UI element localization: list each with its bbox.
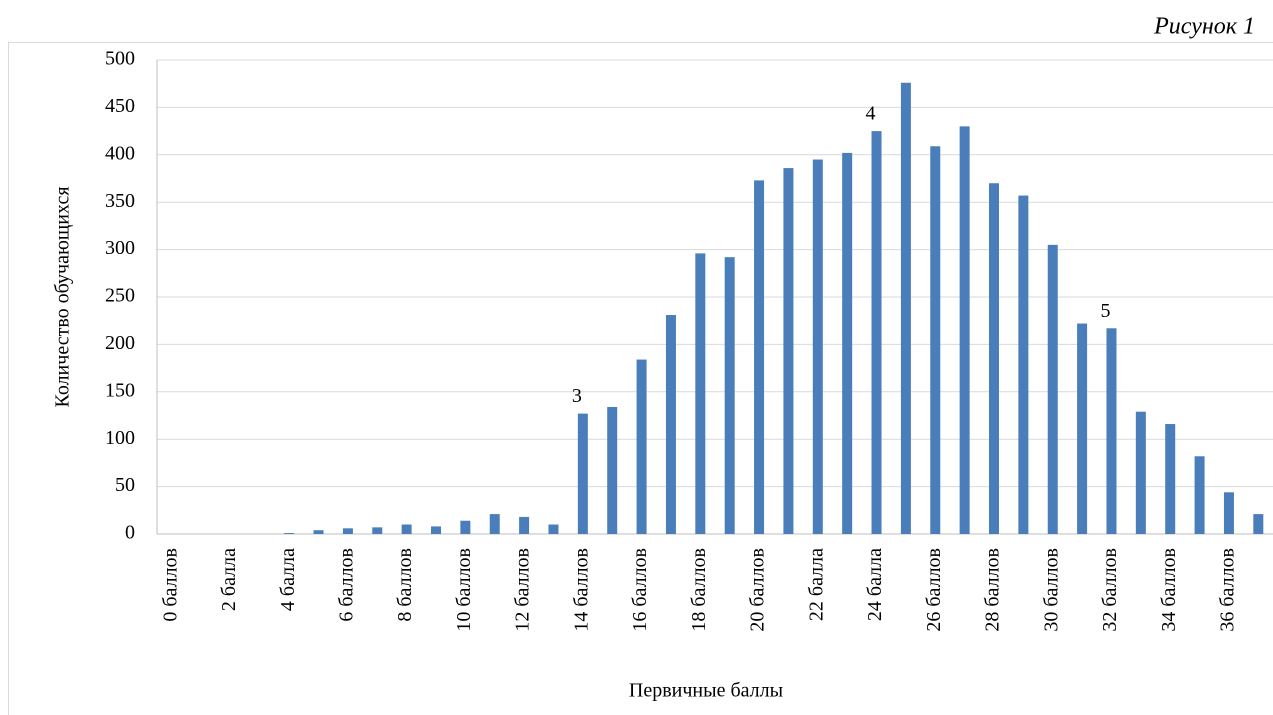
- bar: [577, 413, 588, 534]
- bar: [284, 533, 295, 534]
- bar: [401, 524, 412, 534]
- bar: [695, 253, 706, 534]
- bar: [1165, 424, 1176, 534]
- annotation: 4: [866, 103, 876, 125]
- x-tick-label: 26 баллов: [923, 548, 945, 632]
- bar: [1106, 328, 1117, 534]
- bar: [930, 146, 941, 534]
- bar: [636, 359, 647, 534]
- chart-frame: [8, 42, 1273, 715]
- bar: [959, 126, 970, 535]
- x-tick-label: 22 балла: [805, 548, 827, 621]
- bar: [1018, 195, 1029, 534]
- x-tick-label: 12 баллов: [512, 548, 534, 632]
- y-tick-label: 300: [105, 237, 135, 259]
- x-tick-label: 6 баллов: [335, 548, 357, 622]
- bar: [900, 82, 911, 534]
- x-tick-label: 8 баллов: [394, 548, 416, 622]
- x-tick-label: 24 балла: [864, 548, 886, 621]
- x-axis-label: Первичные баллы: [629, 680, 783, 702]
- y-tick-label: 50: [115, 474, 135, 496]
- bar: [989, 183, 999, 535]
- y-tick-label: 400: [105, 142, 135, 164]
- bar: [812, 159, 823, 535]
- bar: [1194, 456, 1205, 534]
- x-tick-label: 18 баллов: [688, 548, 710, 632]
- bar: [754, 180, 765, 534]
- bar: [607, 406, 618, 534]
- y-tick-label: 100: [105, 427, 135, 449]
- bar: [724, 257, 735, 534]
- y-tick-label: 500: [105, 48, 135, 70]
- bar: [842, 152, 853, 535]
- y-tick-label: 250: [105, 285, 135, 307]
- bar: [1077, 323, 1088, 534]
- bar: [460, 520, 471, 534]
- x-tick-label: 0 баллов: [159, 548, 181, 622]
- y-tick-label: 450: [105, 95, 135, 117]
- bar: [372, 527, 383, 534]
- y-tick-label: 200: [105, 332, 135, 354]
- bar: [519, 516, 530, 534]
- bar: [1135, 411, 1146, 534]
- bar: [783, 168, 794, 534]
- bar: [342, 528, 353, 534]
- x-tick-label: 36 баллов: [1217, 548, 1239, 632]
- bar: [431, 526, 441, 534]
- bar: [489, 514, 500, 534]
- bar: [548, 524, 559, 534]
- x-tick-label: 4 балла: [277, 548, 299, 611]
- x-tick-label: 2 балла: [218, 548, 240, 611]
- x-tick-label: 14 баллов: [570, 548, 592, 632]
- annotation: 3: [572, 385, 582, 407]
- x-tick-label: 10 баллов: [453, 548, 475, 632]
- bar: [1047, 244, 1058, 535]
- bar: [871, 131, 882, 534]
- x-tick-label: 34 баллов: [1158, 548, 1180, 632]
- y-tick-label: 0: [125, 522, 135, 544]
- y-tick-label: 150: [105, 379, 135, 401]
- bar: [1223, 492, 1234, 534]
- chart-title: Рисунок 1: [1153, 14, 1255, 40]
- annotation: 5: [1100, 300, 1110, 322]
- x-tick-label: 16 баллов: [629, 548, 651, 632]
- bar: [1253, 514, 1264, 534]
- y-axis-label: Количество обучающихся: [52, 186, 74, 407]
- x-tick-label: 30 баллов: [1040, 548, 1062, 632]
- bar: [665, 315, 676, 534]
- x-tick-label: 20 баллов: [747, 548, 769, 632]
- y-tick-label: 350: [105, 190, 135, 212]
- x-tick-label: 28 баллов: [982, 548, 1004, 632]
- bar: [313, 530, 324, 534]
- x-tick-label: 32 баллов: [1099, 548, 1121, 632]
